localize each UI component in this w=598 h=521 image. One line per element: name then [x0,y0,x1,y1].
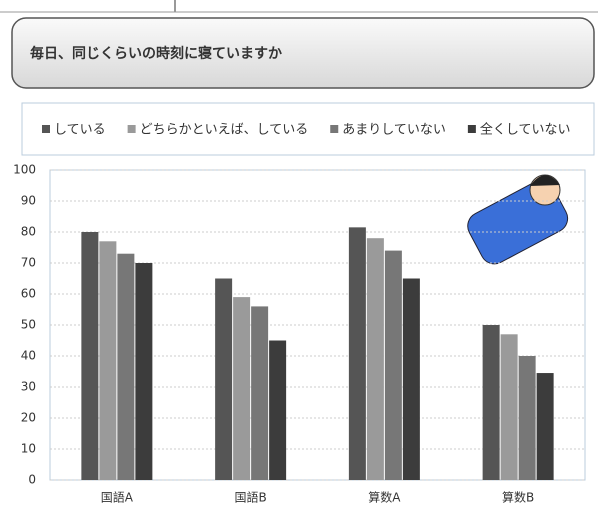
y-tick-label: 10 [21,442,36,456]
bar [537,373,554,480]
bar [385,251,402,480]
y-tick-label: 50 [21,318,36,332]
legend-label: 全くしていない [480,122,571,138]
legend-marker [128,125,136,133]
bar [215,279,232,481]
chart-title: 毎日、同じくらいの時刻に寝ていますか [30,45,282,62]
bar [117,254,134,480]
y-tick-label: 90 [21,194,36,208]
y-tick-label: 80 [21,225,36,239]
bar [81,232,98,480]
bar [99,241,116,480]
y-tick-label: 30 [21,380,36,394]
y-tick-label: 0 [28,473,36,487]
legend-label: あまりしていない [342,123,446,138]
x-tick-label: 算数B [502,490,534,505]
x-tick-label: 算数A [368,490,401,505]
bar [269,341,286,481]
y-tick-label: 100 [13,163,36,177]
y-tick-label: 70 [21,256,36,270]
page: {"chart_data": {"type": "bar", "title": … [0,0,598,517]
y-tick-label: 40 [21,349,36,363]
bar [251,306,268,480]
y-tick-label: 20 [21,411,36,425]
legend-label: している [54,123,106,138]
x-tick-label: 国語B [235,490,267,505]
bar [403,279,420,481]
bar [349,227,366,480]
chart: 毎日、同じくらいの時刻に寝ていますか 0 10 20 30 40 50 60 70 80 90 10… [0,0,598,517]
legend-marker [468,125,476,133]
legend-label: どちらかといえば、している [140,123,309,138]
sleep-icon [463,175,573,269]
bar [519,356,536,480]
bar [135,263,152,480]
bar [483,325,500,480]
x-tick-label: 国語A [101,490,134,505]
bar [501,334,518,480]
legend-marker [330,125,338,133]
bar [367,238,384,480]
bar [233,297,250,480]
y-tick-label: 60 [21,287,36,301]
legend-marker [42,125,50,133]
